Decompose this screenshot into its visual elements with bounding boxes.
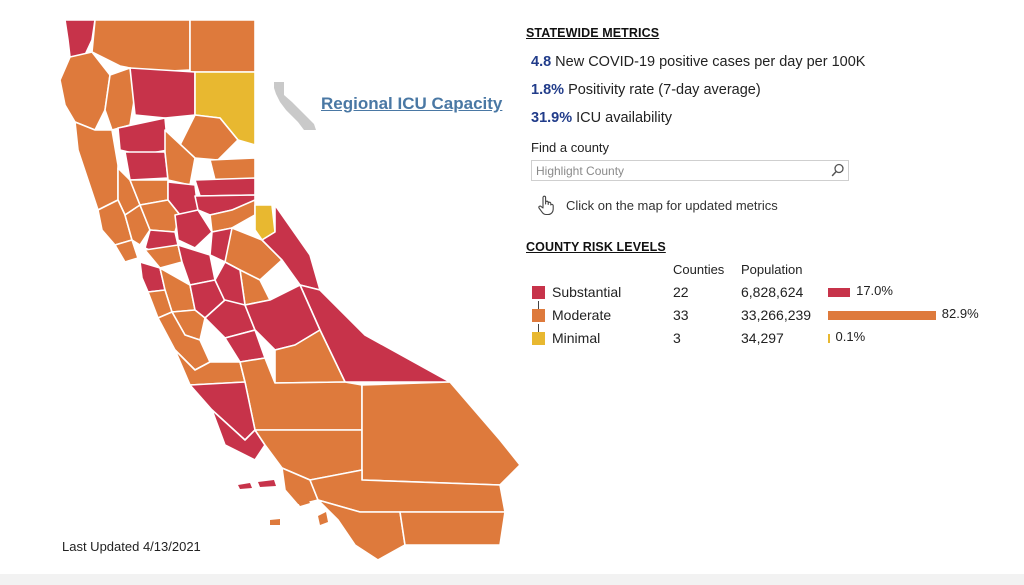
risk-row-percent: 82.9% — [941, 306, 979, 321]
metric-new-cases-value: 4.8 — [531, 54, 552, 70]
county-san-bernardino[interactable] — [361, 381, 521, 486]
county-sierra[interactable] — [209, 157, 256, 181]
find-county-label: Find a county — [531, 140, 610, 155]
risk-row-name: Moderate — [552, 307, 612, 323]
county-search-input[interactable] — [532, 161, 830, 180]
risk-row-counties: 3 — [673, 330, 681, 346]
last-updated-text: Last Updated 4/13/2021 — [62, 539, 201, 554]
metric-new-cases-label: New COVID-19 positive cases per day per … — [555, 54, 866, 70]
risk-row-counties: 33 — [673, 307, 689, 323]
metric-positivity: 1.8% Positivity rate (7-day average) — [531, 82, 1016, 98]
metric-new-cases: 4.8 New COVID-19 positive cases per day p… — [531, 54, 1016, 70]
risk-row-name: Substantial — [552, 284, 622, 300]
county-risk-levels-title: COUNTY RISK LEVELS — [526, 240, 666, 254]
legend-connector — [538, 301, 539, 310]
county-shasta[interactable] — [129, 67, 196, 119]
map-hint: Click on the map for updated metrics — [536, 194, 1016, 216]
risk-row-minimal[interactable]: Minimal 3 34,297 0.1% — [526, 329, 1016, 350]
search-icon[interactable] — [831, 163, 845, 177]
county-san-diego[interactable] — [317, 499, 406, 561]
risk-row-bar — [828, 288, 851, 297]
column-header-population: Population — [741, 262, 803, 277]
metric-icu-label: ICU availability — [576, 110, 673, 126]
risk-row-population: 34,297 — [741, 330, 784, 346]
risk-row-bar — [828, 334, 830, 343]
county-sacramento[interactable] — [174, 209, 213, 249]
county-nevada[interactable] — [194, 177, 256, 197]
metric-positivity-value: 1.8% — [531, 82, 565, 98]
substantial-swatch — [532, 286, 545, 299]
risk-row-population: 6,828,624 — [741, 284, 804, 300]
county-san-nicolas-island — [270, 519, 280, 525]
moderate-swatch — [532, 309, 545, 322]
county-channel-islands-east — [258, 480, 276, 487]
risk-row-bar — [828, 311, 936, 320]
risk-row-substantial[interactable]: Substantial 22 6,828,624 17.0% — [526, 283, 1016, 304]
minimal-swatch — [532, 332, 545, 345]
county-marin[interactable] — [114, 239, 139, 263]
risk-row-population: 33,266,239 — [741, 307, 812, 323]
statewide-metrics-title: STATEWIDE METRICS — [526, 26, 660, 40]
county-san-joaquin[interactable] — [177, 244, 216, 286]
county-tulare[interactable] — [274, 329, 346, 384]
risk-row-moderate[interactable]: Moderate 33 33,266,239 82.9% — [526, 306, 1016, 327]
metrics-panel: STATEWIDE METRICS 4.8 New COVID-19 positi… — [526, 26, 1016, 350]
county-humboldt[interactable] — [59, 51, 111, 131]
county-search-box[interactable] — [531, 160, 849, 181]
county-channel-islands — [238, 483, 252, 489]
risk-row-name: Minimal — [552, 330, 601, 346]
regional-icu-capacity-link[interactable]: Regional ICU Capacity — [321, 94, 503, 113]
risk-row-counties: 22 — [673, 284, 689, 300]
county-san-clemente-island — [318, 512, 328, 525]
county-siskiyou[interactable] — [91, 19, 191, 73]
risk-row-percent: 0.1% — [835, 329, 866, 344]
county-catalina-island — [296, 496, 310, 506]
metric-icu-value: 31.9% — [531, 110, 573, 126]
column-header-counties: Counties — [673, 262, 725, 277]
county-imperial[interactable] — [399, 511, 506, 546]
bottom-strip — [0, 574, 1024, 585]
pointer-hand-icon — [538, 195, 554, 216]
california-county-map[interactable] — [0, 0, 530, 585]
county-glenn[interactable] — [124, 151, 169, 181]
california-outline-icon[interactable] — [270, 80, 320, 132]
county-del-norte[interactable] — [64, 19, 96, 58]
metric-positivity-label: Positivity rate (7-day average) — [568, 82, 761, 98]
county-mendocino[interactable] — [74, 121, 119, 211]
risk-levels-table: Counties Population Substantial 22 6,828… — [526, 260, 1016, 350]
legend-connector — [538, 324, 539, 333]
county-modoc[interactable] — [189, 19, 256, 73]
map-hint-text: Click on the map for updated metrics — [566, 197, 778, 213]
risk-row-percent: 17.0% — [856, 283, 893, 298]
metric-icu: 31.9% ICU availability — [531, 110, 1016, 126]
